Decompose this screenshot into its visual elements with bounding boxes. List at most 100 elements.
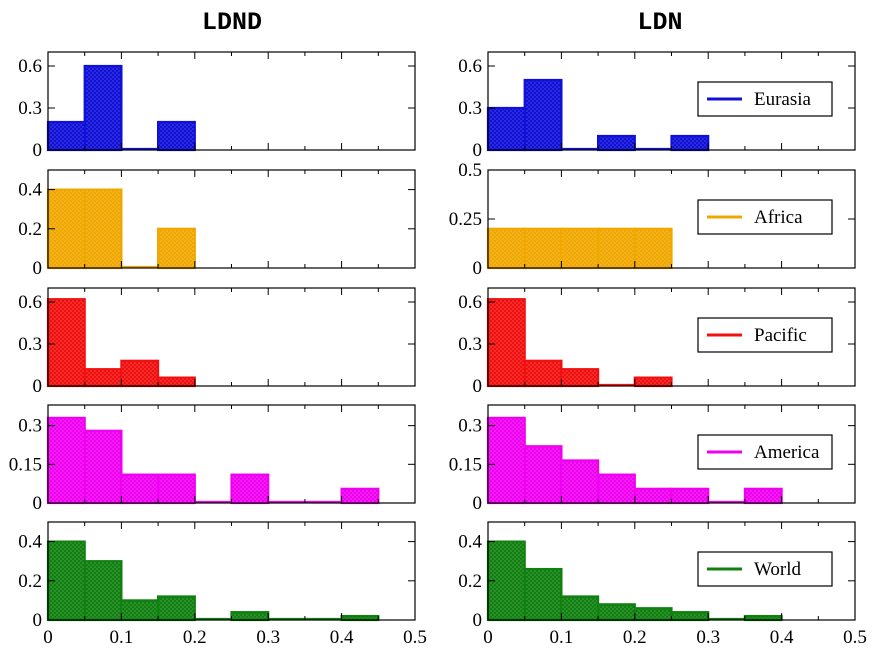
y-tick-label: 0 bbox=[33, 258, 43, 279]
bar bbox=[670, 611, 710, 622]
legend-eurasia: Eurasia bbox=[697, 81, 833, 117]
bar bbox=[523, 567, 563, 622]
bar bbox=[743, 487, 783, 505]
y-tick-label: 0 bbox=[473, 376, 483, 397]
column-title-ldn: LDN bbox=[637, 8, 682, 37]
bar bbox=[596, 227, 636, 270]
x-tick-label: 0.5 bbox=[403, 627, 427, 648]
bar bbox=[633, 376, 673, 388]
panel-ldnd-africa: 0 0.2 0.4 bbox=[18, 169, 416, 279]
bar bbox=[596, 603, 636, 622]
y-tick-label: 0.25 bbox=[449, 209, 482, 230]
y-tick-label: 0.3 bbox=[18, 416, 42, 437]
bar bbox=[46, 298, 86, 388]
x-tick-label: 0.2 bbox=[183, 627, 207, 648]
y-tick-label: 0.3 bbox=[458, 98, 482, 119]
bar bbox=[596, 134, 636, 152]
y-tick-label: 0.2 bbox=[18, 571, 42, 592]
y-tick-label: 0 bbox=[473, 258, 483, 279]
bar bbox=[83, 64, 123, 152]
panel-ldn-world: 0 0.2 0.4 0 0.1 0.2 0.3 0.4 0.5 World bbox=[458, 521, 867, 648]
bar bbox=[157, 376, 196, 388]
y-tick-label: 0.6 bbox=[18, 292, 42, 313]
legend-box bbox=[697, 81, 833, 117]
y-tick-label: 0.4 bbox=[458, 532, 482, 553]
bar bbox=[523, 227, 563, 270]
y-tick-label: 0 bbox=[473, 140, 483, 161]
y-tick-label: 0.3 bbox=[18, 98, 42, 119]
y-tick-label: 0.6 bbox=[458, 292, 482, 313]
y-tick-label: 0 bbox=[473, 610, 483, 631]
bar bbox=[523, 445, 563, 505]
bar bbox=[560, 227, 600, 270]
y-tick-label: 0.4 bbox=[18, 180, 42, 201]
x-tick-label: 0.1 bbox=[550, 627, 574, 648]
bar bbox=[157, 227, 196, 270]
bar bbox=[486, 227, 526, 270]
bar bbox=[596, 473, 636, 505]
panel-ldnd-world: 0 0.2 0.4 0 0.1 0.2 0.3 0.4 0.5 bbox=[18, 521, 427, 648]
panel-ldnd-america: 0 0.15 0.3 bbox=[9, 404, 416, 514]
bar bbox=[633, 487, 673, 505]
legend-pacific: Pacific bbox=[697, 317, 833, 353]
y-tick-label: 0 bbox=[473, 493, 483, 514]
bar bbox=[670, 487, 710, 505]
bar bbox=[83, 560, 123, 622]
panel-ldn-africa: 0 0.25 0.5 Africa bbox=[449, 160, 856, 279]
y-tick-label: 0.5 bbox=[458, 160, 482, 181]
bar bbox=[340, 487, 380, 505]
bar bbox=[486, 106, 526, 152]
x-tick-label: 0.1 bbox=[110, 627, 134, 648]
bar bbox=[120, 359, 160, 388]
bar bbox=[230, 611, 270, 622]
legend-label: America bbox=[754, 442, 820, 463]
bar bbox=[560, 368, 600, 388]
y-tick-label: 0.6 bbox=[18, 56, 42, 77]
bar bbox=[157, 473, 196, 505]
bar bbox=[83, 429, 123, 505]
bar bbox=[46, 120, 86, 152]
y-tick-label: 0.4 bbox=[18, 532, 42, 553]
panel-ldn-eurasia: 0 0.3 0.6 Eurasia bbox=[458, 51, 856, 161]
x-tick-label: 0.4 bbox=[770, 627, 794, 648]
y-tick-label: 0 bbox=[33, 376, 43, 397]
x-tick-label: 0.4 bbox=[330, 627, 354, 648]
x-tick-label: 0 bbox=[43, 627, 53, 648]
bar bbox=[523, 78, 563, 152]
y-tick-label: 0.15 bbox=[449, 454, 482, 475]
legend-label: Eurasia bbox=[754, 89, 812, 110]
bar bbox=[560, 459, 600, 505]
bar bbox=[560, 595, 600, 622]
y-tick-label: 0 bbox=[33, 493, 43, 514]
legend-america: America bbox=[697, 434, 833, 470]
bar bbox=[157, 120, 196, 152]
legend-africa: Africa bbox=[697, 199, 833, 235]
x-tick-label: 0.5 bbox=[843, 627, 867, 648]
y-tick-label: 0 bbox=[33, 610, 43, 631]
x-tick-label: 0.3 bbox=[696, 627, 720, 648]
y-tick-label: 0.3 bbox=[458, 334, 482, 355]
panel-ldn-america: 0 0.15 0.3 America bbox=[449, 404, 856, 514]
bar bbox=[157, 595, 196, 622]
legend-label: Pacific bbox=[754, 325, 807, 346]
panel-ldnd-pacific: 0 0.3 0.6 bbox=[18, 287, 416, 397]
bar bbox=[670, 134, 710, 152]
y-tick-label: 0.3 bbox=[458, 416, 482, 437]
x-tick-label: 0.2 bbox=[623, 627, 647, 648]
y-tick-label: 0.15 bbox=[9, 454, 42, 475]
panel-ldn-pacific: 0 0.3 0.6 Pacific bbox=[458, 287, 856, 397]
bar bbox=[230, 473, 270, 505]
legend-world: World bbox=[697, 551, 833, 587]
y-tick-label: 0.2 bbox=[18, 219, 42, 240]
bar bbox=[83, 368, 123, 388]
bar bbox=[633, 607, 673, 622]
x-tick-label: 0 bbox=[483, 627, 493, 648]
legend-label: World bbox=[754, 559, 802, 580]
bar bbox=[486, 298, 526, 388]
legend-label: Africa bbox=[754, 207, 803, 228]
bar bbox=[120, 473, 160, 505]
panels: 0 0.3 0.6 0 0.3 0.6 Eurasia 0 0.2 0.4 0 0.25 0.5 Afri… bbox=[9, 51, 867, 648]
panel-ldnd-eurasia: 0 0.3 0.6 bbox=[18, 51, 416, 161]
bar bbox=[120, 599, 160, 622]
